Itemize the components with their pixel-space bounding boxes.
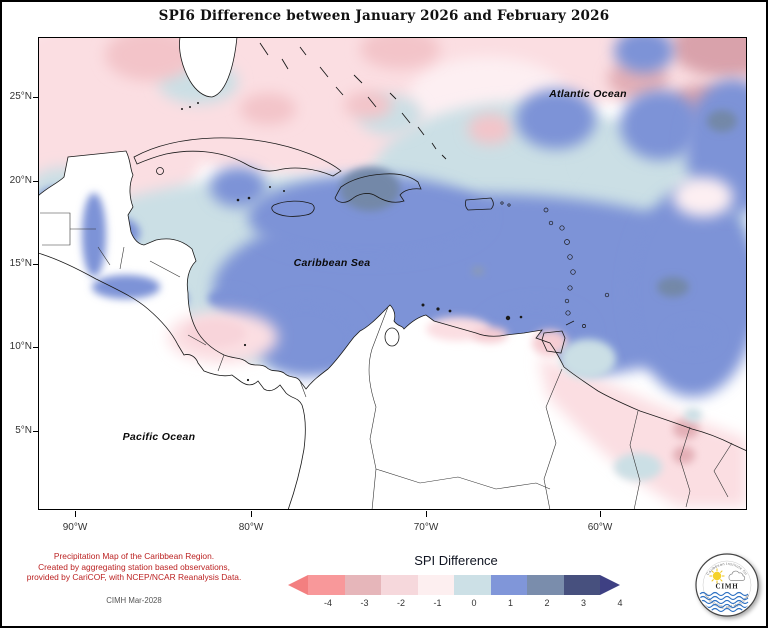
legend-tick-label: 1 [507,598,514,608]
jamaica-outline [271,200,315,217]
bahamas-outlines [259,42,447,160]
legend-title: SPI Difference [414,553,498,568]
legend-swatch [381,575,418,595]
y-tick-mark [33,181,38,182]
lesser-antilles-outlines [500,201,610,328]
logo-acronym: CIMH [715,583,738,591]
logo-ring [695,553,759,617]
country-borders [40,212,733,510]
legend-arrow-left [288,575,308,595]
attribution-line: Created by aggregating station based obs… [38,561,230,572]
atlantic-ocean-label: Atlantic Ocean [549,88,627,100]
legend-colorbar [288,575,620,595]
attribution-line: provided by CariCOF, with NCEP/NCAR Rean… [26,572,242,583]
y-tick-mark [33,347,38,348]
lake-maracaibo [384,327,400,347]
x-tick-mark [600,511,601,517]
florida-coastline [179,37,238,98]
legend-tick-label: 2 [544,598,550,608]
y-axis-tick: 25°N [9,91,32,102]
credit-stamp: CIMH Mar-2028 [106,595,162,605]
x-axis-tick: 60°W [587,522,613,533]
puerto-rico-outline [465,197,494,211]
islands [133,42,610,382]
land-mask [38,37,747,510]
cuba-outline [133,137,342,177]
legend-swatch [490,575,527,595]
legend-tick-label: 3 [580,598,587,608]
hispaniola-outline [334,173,422,203]
y-tick-mark [33,97,38,98]
pacific-coastline [38,252,306,510]
legend-swatch [563,575,600,595]
x-axis-tick: 70°W [413,522,439,533]
attribution-line: Precipitation Map of the Caribbean Regio… [53,551,215,561]
map-frame [38,37,747,510]
map-svg [38,37,747,510]
legend-tick-label: 0 [471,598,477,608]
caribbean-sea-label: Caribbean Sea [293,257,371,269]
y-axis-tick: 5°N [15,425,32,436]
legend-tick-label: 4 [617,598,623,608]
legend-arrow-right [600,575,620,595]
sun-icon [709,568,725,584]
y-axis-tick: 10°N [9,341,32,352]
pacific-ocean-label: Pacific Ocean [122,431,196,443]
x-axis-tick: 90°W [62,522,88,533]
figure-title: SPI6 Difference between January 2026 and… [158,8,610,24]
y-tick-mark [33,431,38,432]
x-tick-mark [426,511,427,517]
y-axis-tick: 15°N [9,258,32,269]
legend-swatch [454,575,491,595]
x-tick-mark [251,511,252,517]
y-axis-tick: 20°N [9,175,32,186]
x-tick-mark [75,511,76,517]
coastal-contours [82,193,747,507]
legend-swatch [527,575,564,595]
coastlines [38,37,747,510]
y-tick-mark [33,264,38,265]
legend-swatch [344,575,381,595]
attribution: Precipitation Map of the Caribbean Regio… [24,551,244,606]
small-islets [181,102,523,382]
map-area [38,37,747,510]
legend: SPI Difference -4 -3 -2 -1 0 1 2 3 4 [288,553,624,617]
legend-swatch [417,575,454,595]
legend-swatches [308,575,600,595]
cloud-icon [728,570,746,581]
spi-contour-field [38,37,747,510]
trinidad-tobago-outline [541,320,575,354]
waves-icon [699,591,749,613]
x-axis-tick: 80°W [238,522,264,533]
cimh-logo: Caribbean Institute for Meteorology and … [694,552,760,618]
legend-tick-label: -2 [396,598,406,608]
legend-tick-label: -3 [360,598,369,608]
legend-tick-label: -4 [323,598,333,608]
legend-swatch [308,575,345,595]
legend-tick-label: -1 [433,598,442,608]
